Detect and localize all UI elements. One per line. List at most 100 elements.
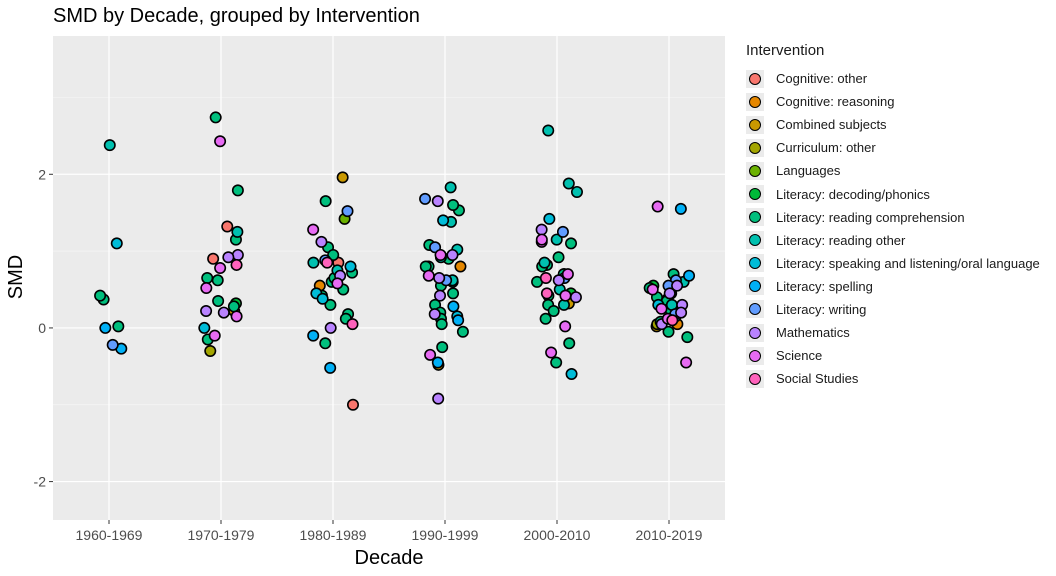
legend-key [746, 138, 764, 157]
legend-label: Languages [776, 163, 841, 179]
data-point [204, 344, 217, 357]
data-point [547, 305, 560, 318]
data-point [535, 223, 548, 236]
data-point [550, 356, 563, 369]
data-point [336, 171, 349, 184]
data-point [231, 225, 244, 238]
data-point [106, 338, 119, 351]
data-point [307, 223, 320, 236]
legend-key [746, 69, 764, 88]
data-point [646, 283, 659, 296]
data-point [346, 398, 359, 411]
data-point [447, 199, 460, 212]
data-point [550, 233, 563, 246]
data-point [211, 274, 224, 287]
data-point [651, 200, 664, 213]
legend-item: Combined subjects [746, 113, 1040, 136]
legend-label: Literacy: speaking and listening/oral la… [776, 255, 1040, 271]
legend-label: Cognitive: other [776, 71, 868, 87]
x-tick-label: 1980-1989 [300, 527, 367, 543]
data-point [444, 181, 457, 194]
legend-item: Literacy: spelling [746, 275, 1040, 298]
legend-swatch [749, 95, 761, 108]
data-point [452, 314, 465, 327]
data-point [315, 235, 328, 248]
chart-title: SMD by Decade, grouped by Intervention [53, 5, 420, 27]
data-point [201, 271, 214, 284]
data-point [559, 289, 572, 302]
data-point [545, 346, 558, 359]
data-point [327, 248, 340, 261]
legend-swatch [749, 303, 761, 316]
data-point [208, 329, 221, 342]
data-point [655, 302, 668, 315]
legend-swatch [749, 164, 761, 177]
data-point [341, 205, 354, 218]
legend-label: Literacy: spelling [776, 278, 873, 294]
legend: Intervention Cognitive: other Cognitive: … [746, 42, 1040, 390]
data-point [674, 202, 687, 215]
legend-swatch [749, 72, 761, 85]
data-point [346, 318, 359, 331]
data-point [565, 368, 578, 381]
x-tick-label: 1970-1979 [188, 527, 255, 543]
data-point [103, 139, 116, 152]
legend-key [746, 369, 764, 388]
data-point [230, 258, 243, 271]
legend-item: Literacy: speaking and listening/oral la… [746, 252, 1040, 275]
x-tick-label: 2000-2010 [524, 527, 591, 543]
data-point [431, 195, 444, 208]
data-point [539, 271, 552, 284]
x-axis-label: Decade [355, 547, 424, 569]
data-point [681, 331, 694, 344]
y-axis-label: SMD [5, 255, 27, 299]
data-point [231, 184, 244, 197]
data-point [543, 212, 556, 225]
legend-item: Literacy: reading other [746, 229, 1040, 252]
data-point [227, 300, 240, 313]
data-point [671, 279, 684, 292]
legend-item: Cognitive: reasoning [746, 90, 1040, 113]
legend-swatch [749, 280, 761, 293]
data-point [437, 214, 450, 227]
data-point [99, 321, 112, 334]
data-point [542, 124, 555, 137]
legend-swatch [749, 118, 761, 131]
data-point [454, 260, 467, 273]
data-point [456, 325, 469, 338]
data-point [559, 320, 572, 333]
legend-item: Cognitive: other [746, 67, 1040, 90]
data-point [446, 248, 459, 261]
data-point [663, 287, 676, 300]
legend-item: Social Studies [746, 367, 1040, 390]
data-point [447, 287, 460, 300]
data-point [212, 295, 225, 308]
legend-item: Science [746, 344, 1040, 367]
legend-swatch [749, 326, 761, 339]
legend-key [746, 185, 764, 204]
data-point [675, 306, 688, 319]
legend-label: Literacy: reading other [776, 232, 906, 248]
data-point [569, 291, 582, 304]
data-point [538, 256, 551, 269]
data-point [683, 269, 696, 282]
legend-key [746, 161, 764, 180]
data-point [435, 318, 448, 331]
legend-label: Curriculum: other [776, 140, 876, 156]
data-point [217, 306, 230, 319]
legend-swatch [749, 234, 761, 247]
x-tick-label: 1960-1969 [76, 527, 143, 543]
legend-key [746, 323, 764, 342]
data-point [324, 321, 337, 334]
data-point [207, 252, 220, 265]
legend-label: Combined subjects [776, 117, 887, 133]
data-point [680, 356, 693, 369]
legend-key [746, 231, 764, 250]
legend-item: Curriculum: other [746, 136, 1040, 159]
data-point [222, 251, 235, 264]
minor-gridlines [53, 97, 725, 406]
x-tick-label: 1990-1999 [412, 527, 479, 543]
data-point [540, 287, 553, 300]
data-point [562, 177, 575, 190]
